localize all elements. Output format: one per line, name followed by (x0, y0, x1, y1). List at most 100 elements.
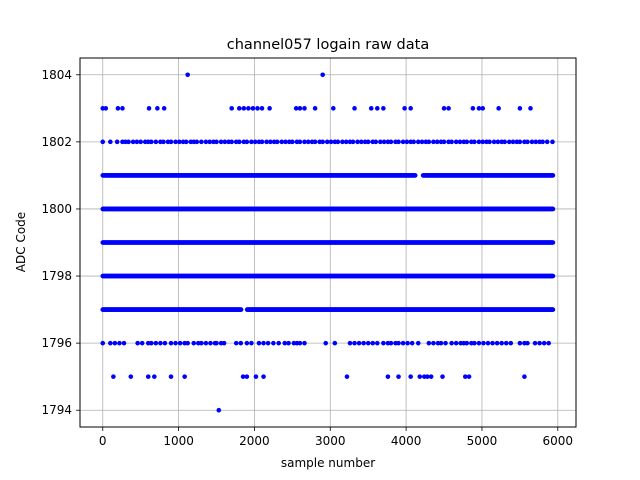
data-point (494, 340, 500, 346)
data-point (359, 139, 364, 145)
data-point (506, 139, 512, 145)
data-point (241, 106, 247, 111)
data-point (244, 374, 250, 379)
data-point (139, 340, 145, 346)
data-point (265, 340, 271, 346)
y-axis-ticks: 1794 1796 1798 1800 1802 1804 (41, 68, 80, 417)
data-point (203, 139, 209, 145)
data-point (185, 340, 190, 346)
data-point (355, 139, 360, 145)
data-point (134, 139, 140, 145)
data-point (216, 407, 222, 413)
data-point (402, 106, 407, 111)
data-point (428, 374, 434, 379)
data-point (525, 340, 530, 346)
data-point (449, 340, 454, 346)
data-point (457, 139, 463, 145)
data-point (347, 340, 353, 346)
data-point (476, 340, 482, 346)
data-point (404, 139, 410, 145)
data-point (335, 139, 341, 145)
data-point (324, 139, 330, 145)
data-point (378, 139, 383, 145)
data-point (153, 340, 159, 346)
data-point (267, 106, 272, 111)
data-point (411, 139, 417, 145)
data-point (255, 106, 260, 111)
data-point (153, 139, 159, 145)
data-point (453, 139, 459, 145)
data-point (148, 139, 154, 145)
data-point (480, 139, 486, 145)
data-point (115, 106, 121, 111)
data-point (517, 139, 523, 145)
data-point (356, 340, 362, 346)
data-point (229, 106, 234, 111)
data-point (162, 340, 168, 346)
data-point (503, 340, 509, 346)
data-point (199, 139, 204, 145)
data-point (246, 106, 251, 111)
data-point (233, 340, 239, 346)
data-point (396, 340, 401, 346)
data-point (440, 374, 445, 379)
data-point (352, 340, 357, 346)
data-point (464, 340, 470, 346)
data-point (537, 340, 542, 346)
data-point (108, 139, 113, 145)
data-point (462, 374, 468, 379)
x-tick-label: 0 (99, 434, 107, 448)
data-point (466, 374, 472, 379)
data-point (470, 106, 476, 111)
data-point (302, 340, 307, 346)
data-point (550, 307, 556, 312)
data-point (417, 374, 423, 379)
data-point (375, 340, 380, 346)
data-point (550, 273, 556, 279)
data-point (431, 340, 436, 346)
data-point (343, 139, 349, 145)
data-point (128, 374, 134, 379)
data-point (332, 340, 338, 346)
data-point (365, 139, 371, 145)
data-point (533, 139, 539, 145)
data-point (218, 139, 224, 145)
data-point (279, 139, 285, 145)
data-point (177, 139, 182, 145)
data-point (525, 139, 530, 145)
data-point (297, 340, 303, 346)
data-point (214, 340, 219, 346)
data-point (293, 106, 299, 111)
data-point (177, 340, 183, 346)
data-point (268, 139, 273, 145)
data-point (152, 374, 157, 379)
y-tick-label: 1802 (41, 135, 72, 149)
data-point (145, 374, 151, 379)
data-point (361, 340, 366, 346)
data-point (550, 139, 555, 145)
data-point (550, 206, 556, 212)
data-point (236, 139, 242, 145)
data-point (312, 106, 318, 111)
data-point (443, 340, 448, 346)
x-axis-label: sample number (281, 456, 375, 470)
data-point (365, 340, 371, 346)
y-tick-label: 1794 (41, 403, 72, 417)
data-point (108, 340, 113, 346)
data-point (532, 340, 538, 346)
data-point (396, 374, 401, 379)
data-point (408, 106, 413, 111)
data-point (541, 340, 547, 346)
data-point (412, 173, 418, 178)
data-point (135, 340, 140, 346)
data-point (194, 139, 200, 145)
data-point (396, 139, 401, 145)
data-point (481, 340, 486, 346)
data-point (490, 340, 495, 346)
data-point (302, 139, 307, 145)
data-point (236, 106, 242, 111)
data-point (229, 139, 234, 145)
data-point (103, 106, 109, 111)
data-point (130, 139, 136, 145)
data-point (352, 106, 357, 111)
